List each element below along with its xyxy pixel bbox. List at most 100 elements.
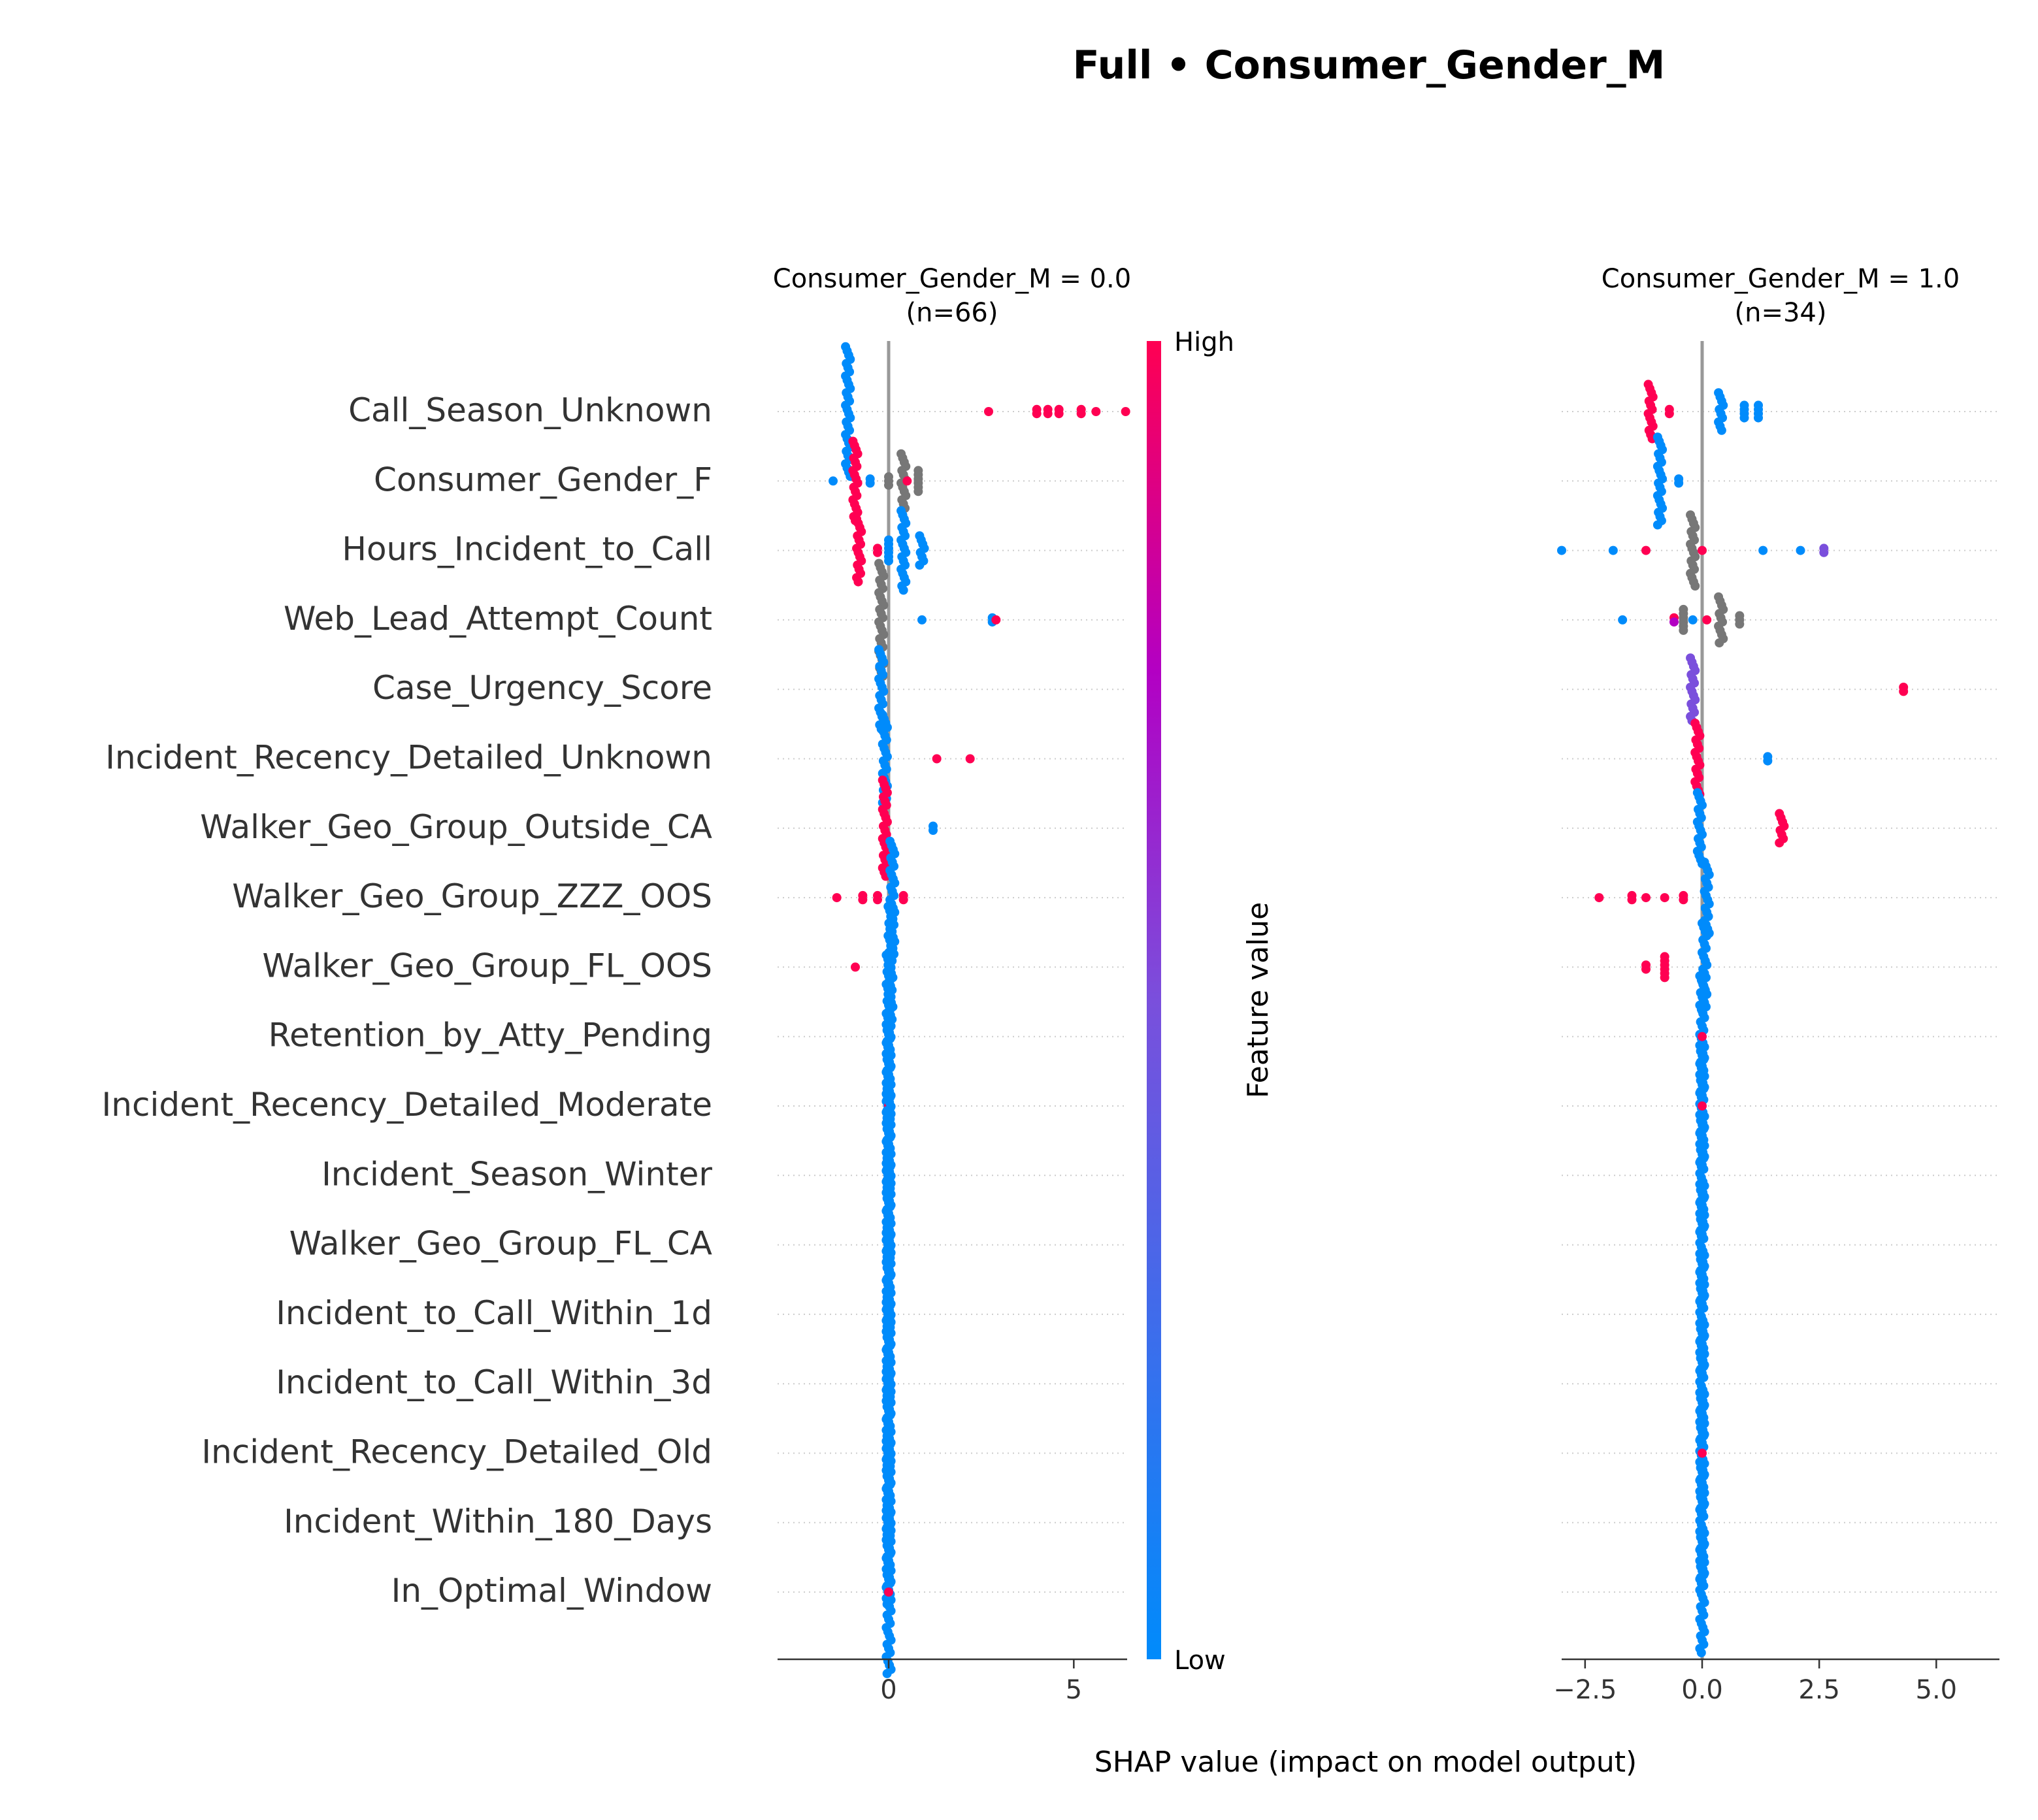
shap-point	[1641, 545, 1651, 555]
feature-label: Incident_to_Call_Within_3d	[276, 1363, 712, 1401]
shap-point	[965, 754, 975, 764]
shap-point	[1796, 545, 1805, 555]
x-tick-label: 5	[1066, 1675, 1082, 1705]
feature-label: Incident_Recency_Detailed_Unknown	[105, 739, 712, 777]
colorbar-gradient	[1147, 341, 1161, 1659]
shap-point	[884, 556, 893, 566]
shap-point	[1735, 619, 1745, 629]
feature-label: Incident_Within_180_Days	[284, 1503, 712, 1540]
feature-label: Walker_Geo_Group_FL_CA	[289, 1225, 712, 1263]
feature-labels: Call_Season_Unknown Consumer_Gender_F Hour…	[102, 391, 713, 1610]
feature-label: Consumer_Gender_F	[374, 461, 712, 498]
shap-point	[873, 895, 882, 905]
colorbar: High Low Feature value	[1147, 327, 1275, 1676]
shap-point	[917, 615, 927, 625]
x-tick-label: 0.0	[1681, 1675, 1723, 1705]
shap-point	[1717, 425, 1726, 435]
shap-point	[984, 407, 993, 416]
shap-point	[832, 893, 842, 903]
shap-point	[1715, 638, 1724, 648]
shap-point	[1679, 895, 1688, 905]
feature-label: Web_Lead_Attempt_Count	[284, 600, 712, 638]
shap-point	[851, 962, 860, 972]
shap-point	[865, 478, 875, 488]
shap-point	[1669, 617, 1679, 627]
figure-title: Full • Consumer_Gender_M	[1073, 42, 1666, 88]
shap-point	[915, 561, 925, 570]
panel-1-title: Consumer_Gender_M = 1.0	[1602, 264, 1960, 294]
shap-point	[991, 615, 1001, 625]
shap-point	[929, 826, 938, 835]
shap-point	[829, 476, 838, 486]
x-tick-label: 5.0	[1916, 1675, 1958, 1705]
shap-point	[1758, 545, 1768, 555]
shap-point	[858, 895, 868, 905]
shap-point	[932, 754, 942, 764]
shap-point	[1594, 893, 1604, 903]
shap-point	[1091, 407, 1101, 416]
shap-point	[873, 547, 882, 557]
feature-label: Walker_Geo_Group_Outside_CA	[200, 808, 712, 846]
shap-point	[853, 577, 863, 587]
feature-label: In_Optimal_Window	[391, 1572, 712, 1610]
feature-label: Incident_to_Call_Within_1d	[276, 1294, 712, 1332]
feature-label: Incident_Season_Winter	[321, 1155, 712, 1193]
shap-point	[1698, 1101, 1707, 1111]
feature-label: Case_Urgency_Score	[372, 669, 712, 707]
shap-point	[1043, 409, 1053, 419]
shap-point	[1641, 893, 1651, 903]
shap-point	[1819, 547, 1829, 557]
shap-point	[1775, 838, 1784, 848]
panel-0-title: Consumer_Gender_M = 0.0	[773, 264, 1131, 294]
shap-point	[1660, 893, 1669, 903]
x-tick-label: −2.5	[1553, 1675, 1617, 1705]
x-tick-label: 0	[880, 1675, 896, 1705]
shap-point	[1121, 407, 1130, 416]
shap-point	[882, 1668, 892, 1678]
panel-gender-m-1: Consumer_Gender_M = 1.0 (n=34) −2.5 0.0 2.…	[1553, 264, 1999, 1705]
shap-point	[898, 585, 908, 595]
shap-point	[1754, 413, 1763, 423]
feature-label: Hours_Incident_to_Call	[342, 530, 712, 568]
panel-1-subtitle: (n=34)	[1735, 298, 1827, 328]
feature-label: Call_Season_Unknown	[348, 391, 712, 429]
shap-point	[1679, 625, 1688, 635]
shap-point	[1054, 409, 1064, 419]
panel-0-subtitle: (n=66)	[906, 298, 998, 328]
x-tick-label: 2.5	[1798, 1675, 1840, 1705]
shap-point	[1899, 687, 1909, 696]
shap-point	[898, 895, 908, 905]
shap-point	[1739, 413, 1749, 423]
x-axis-label: SHAP value (impact on model output)	[1094, 1746, 1637, 1779]
shap-point	[1698, 1448, 1707, 1458]
colorbar-high-label: High	[1174, 327, 1234, 357]
shap-point	[913, 487, 923, 496]
shap-point	[1660, 973, 1669, 983]
feature-label: Incident_Recency_Detailed_Old	[201, 1433, 712, 1471]
shap-point	[1690, 581, 1700, 591]
shap-point	[1674, 478, 1684, 488]
shap-point	[1627, 895, 1637, 905]
feature-label: Walker_Geo_Group_ZZZ_OOS	[232, 877, 712, 915]
shap-point	[884, 1587, 893, 1597]
shap-point	[1641, 964, 1651, 974]
shap-point	[1652, 520, 1662, 530]
feature-label: Retention_by_Atty_Pending	[269, 1016, 712, 1054]
shap-point	[884, 480, 893, 490]
shap-point	[1664, 409, 1674, 419]
shap-point	[1032, 409, 1042, 419]
shap-point	[1688, 615, 1698, 625]
feature-label: Incident_Recency_Detailed_Moderate	[102, 1086, 712, 1124]
shap-point	[1763, 756, 1773, 766]
colorbar-title: Feature value	[1241, 902, 1275, 1098]
shap-point	[1608, 545, 1618, 555]
feature-label: Walker_Geo_Group_FL_OOS	[262, 947, 712, 984]
shap-point	[902, 476, 912, 486]
shap-point	[1702, 615, 1712, 625]
shap-point	[1076, 409, 1086, 419]
shap-point	[1698, 545, 1707, 555]
panel-gender-m-0: Consumer_Gender_M = 0.0 (n=66) 0 5	[773, 264, 1131, 1705]
shap-point	[1618, 615, 1628, 625]
shap-point	[1557, 545, 1566, 555]
